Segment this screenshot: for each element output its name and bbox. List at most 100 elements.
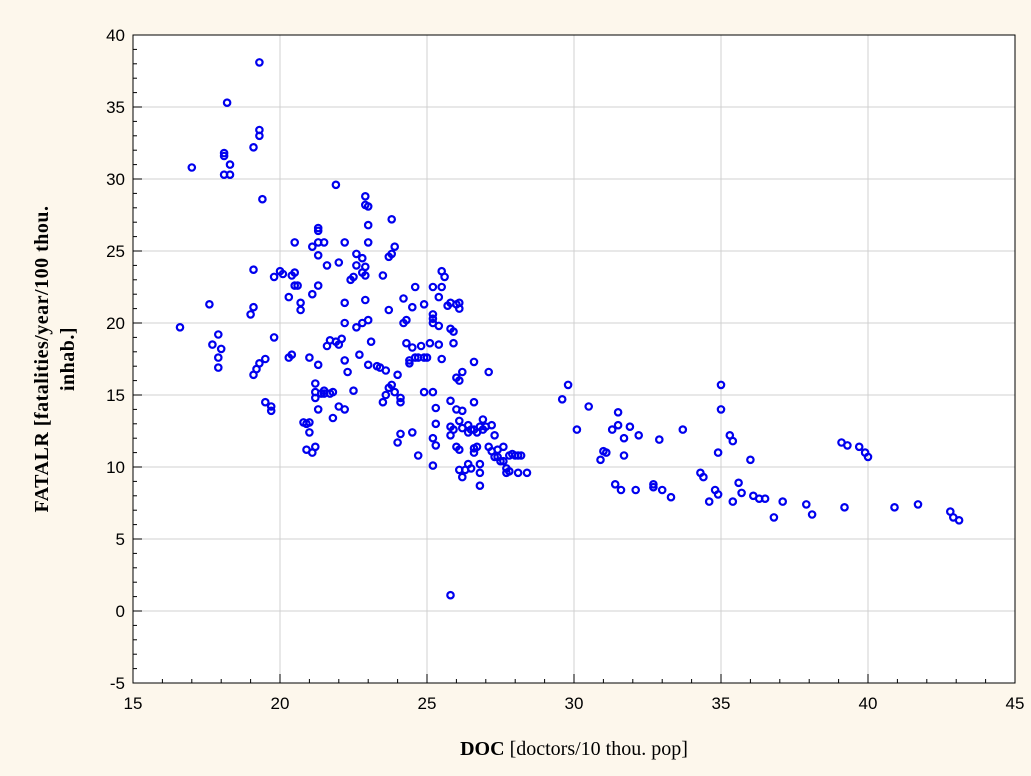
x-tick-label: 15 — [124, 694, 143, 713]
scatter-point — [746, 455, 755, 465]
scatter-point — [431, 403, 441, 413]
scatter-point — [319, 238, 329, 247]
scatter-point — [407, 302, 417, 312]
scatter-point — [431, 419, 441, 429]
scatter-point — [396, 429, 405, 439]
scatter-point — [396, 393, 405, 403]
scatter-point — [434, 340, 444, 349]
scatter-point — [657, 485, 667, 495]
scatter-point — [310, 379, 320, 388]
scatter-point — [328, 387, 338, 397]
scatter-point — [437, 282, 447, 292]
scatter-point — [516, 451, 526, 460]
scatter-point — [378, 397, 388, 407]
scatter-point — [363, 315, 373, 325]
scatter-point — [249, 265, 258, 275]
scatter-point — [402, 315, 411, 325]
scatter-point — [437, 354, 447, 364]
scatter-point — [440, 272, 449, 282]
scatter-point — [222, 98, 232, 108]
scatter-point — [713, 490, 723, 499]
scatter-point — [363, 220, 373, 230]
scatter-point — [425, 338, 435, 348]
scatter-point — [390, 242, 400, 252]
scatter-point — [428, 387, 438, 397]
scatter-point — [331, 180, 341, 190]
scatter-point — [255, 58, 264, 67]
y-tick-label: 5 — [116, 530, 125, 549]
scatter-point — [225, 160, 235, 169]
scatter-point — [513, 451, 523, 460]
scatter-point — [296, 305, 305, 315]
scatter-point — [384, 305, 394, 315]
scatter-point — [446, 590, 455, 600]
x-tick-label: 45 — [1006, 694, 1025, 713]
x-tick-label: 20 — [271, 694, 290, 713]
y-tick-label: 25 — [106, 242, 125, 261]
scatter-point — [269, 333, 279, 342]
y-axis-title-line2: inhab.] — [57, 327, 79, 391]
x-axis-title-bold: DOC — [460, 738, 504, 760]
scatter-point — [187, 163, 197, 172]
scatter-point — [475, 481, 485, 491]
y-tick-label: 10 — [106, 458, 125, 477]
scatter-point — [449, 338, 458, 348]
scatter-point — [381, 366, 391, 375]
scatter-point — [760, 494, 770, 504]
scatter-point — [454, 416, 464, 426]
scatter-point — [801, 500, 811, 509]
scatter-point — [434, 321, 444, 331]
scatter-point — [466, 464, 476, 473]
scatter-point — [381, 390, 391, 400]
y-tick-label: 35 — [106, 98, 125, 117]
scatter-point — [428, 433, 438, 443]
y-tick-label: 20 — [106, 314, 125, 333]
scatter-point — [352, 261, 361, 270]
scatter-point — [175, 322, 185, 332]
scatter-point — [313, 405, 323, 414]
scatter-point — [340, 318, 350, 328]
scatter-point — [449, 327, 458, 336]
scatter-point — [704, 497, 714, 506]
y-tick-label: 15 — [106, 386, 125, 405]
axis-ticks: 15 20 25 30 35 40 45 -5 0 5 10 15 20 25 30 35 40 — [106, 26, 1024, 713]
scatter-point — [287, 350, 297, 360]
scatter-point — [396, 397, 405, 407]
scatter-point — [572, 425, 582, 434]
scatter-point — [563, 380, 573, 390]
scatter-point — [616, 485, 626, 495]
scatter-point — [284, 292, 294, 302]
scatter-point — [387, 380, 397, 390]
scatter-point — [328, 413, 338, 423]
scatter-point — [863, 452, 873, 462]
scatter-point — [407, 343, 417, 352]
scatter-point — [457, 367, 467, 377]
scatter-point — [393, 438, 402, 447]
scatter-point — [360, 295, 370, 305]
scatter-point — [428, 310, 438, 319]
scatter-point — [313, 360, 323, 370]
scatter-point — [366, 337, 376, 347]
scatter-point — [728, 497, 738, 506]
scatter-point — [352, 322, 361, 332]
scatter-point — [378, 271, 388, 280]
scatter-point — [446, 396, 455, 406]
scatter-point — [654, 435, 664, 444]
scatter-point — [363, 360, 373, 370]
scatter-point — [557, 394, 567, 404]
scatter-point — [266, 406, 276, 416]
scatter-point — [278, 269, 288, 279]
scatter-point — [290, 238, 300, 247]
scatter-point — [713, 448, 723, 457]
scatter-point — [913, 500, 923, 509]
scatter-point — [363, 202, 373, 211]
scatter-point — [255, 358, 264, 368]
scatter-point — [410, 282, 420, 292]
scatter-point — [699, 472, 708, 482]
x-axis-title: DOC [doctors/10 thou. pop] — [460, 738, 688, 760]
scatter-point — [340, 238, 350, 247]
scatter-point — [475, 468, 485, 478]
scatter-point — [208, 340, 217, 349]
scatter-point — [434, 292, 444, 302]
